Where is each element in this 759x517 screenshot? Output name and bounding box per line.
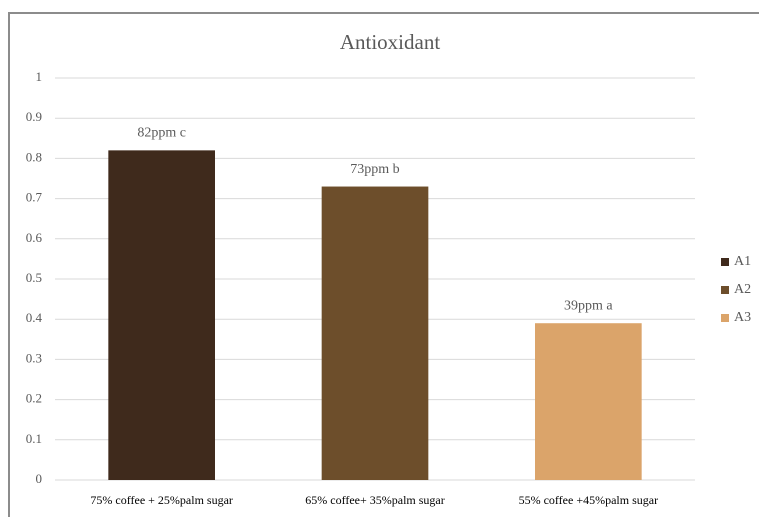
bar (321, 186, 429, 481)
y-tick-label: 0.9 (26, 109, 42, 124)
legend-label: A1 (734, 254, 751, 269)
bar (108, 150, 215, 481)
bar-annotation: 39ppm a (564, 298, 613, 313)
legend-label: A3 (734, 310, 751, 325)
x-tick-label: 55% coffee +45%palm sugar (519, 493, 659, 507)
y-tick-label: 0.1 (26, 431, 42, 446)
legend-swatch (721, 314, 729, 322)
legend-swatch (721, 286, 729, 294)
y-tick-label: 0.7 (26, 190, 43, 205)
y-tick-label: 0.8 (26, 149, 42, 164)
bar-annotation: 82ppm c (137, 126, 186, 141)
chart-title: Antioxidant (340, 30, 440, 54)
bar-annotation: 73ppm b (350, 162, 399, 177)
y-tick-label: 0 (36, 471, 43, 486)
y-tick-label: 1 (36, 69, 43, 84)
bar (535, 323, 642, 480)
y-tick-label: 0.3 (26, 350, 42, 365)
y-tick-label: 0.4 (26, 310, 43, 325)
y-tick-label: 0.2 (26, 391, 42, 406)
x-tick-label: 75% coffee + 25%palm sugar (90, 493, 233, 507)
y-tick-label: 0.6 (26, 230, 43, 245)
legend-swatch (721, 258, 729, 266)
y-tick-label: 0.5 (26, 270, 42, 285)
x-tick-label: 65% coffee+ 35%palm sugar (305, 493, 445, 507)
legend-label: A2 (734, 282, 751, 297)
